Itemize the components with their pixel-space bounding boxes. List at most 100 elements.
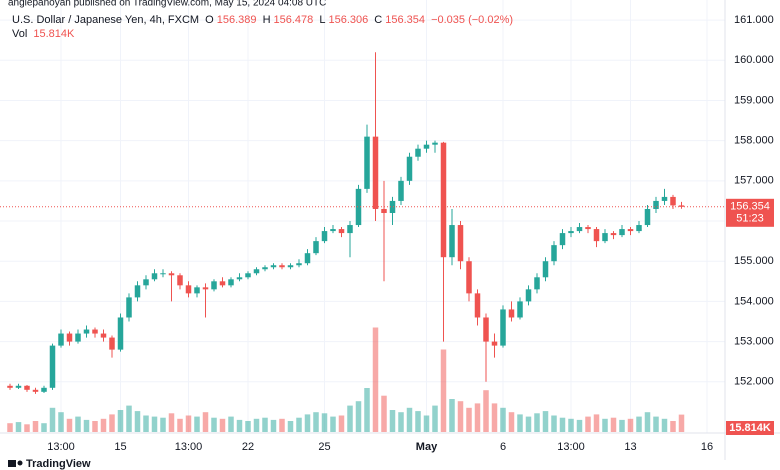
volume-bar — [117, 410, 124, 432]
volume-bar — [636, 416, 642, 432]
volume-bar — [236, 419, 243, 432]
candle-body — [211, 281, 217, 290]
symbol-title: U.S. Dollar / Japanese Yen, 4h, FXCM — [12, 14, 200, 26]
candle-body — [32, 389, 39, 392]
candle-body — [372, 136, 379, 209]
candle-body — [126, 297, 132, 318]
volume-bar — [32, 421, 39, 432]
candle-body — [551, 245, 557, 262]
candle-body — [270, 265, 277, 268]
volume-bar — [58, 412, 64, 432]
volume-bar — [66, 418, 73, 432]
ohlc-value: 156.354 — [385, 14, 426, 26]
candle-body — [423, 144, 430, 149]
candle-body — [338, 229, 345, 234]
volume-bar — [279, 418, 285, 432]
candle-body — [661, 196, 668, 201]
volume-bar — [372, 327, 379, 432]
volume-bar — [670, 421, 676, 432]
volume-name: Vol — [12, 28, 28, 40]
ohlc-letter: L — [319, 14, 326, 26]
candle-body — [219, 281, 226, 286]
brand-logo — [17, 460, 23, 466]
volume-bar — [160, 417, 166, 432]
volume-bar — [245, 421, 251, 432]
candle-body — [474, 293, 481, 318]
volume-bar — [109, 414, 115, 432]
candle-body — [177, 275, 183, 286]
candle-body — [236, 277, 243, 280]
candle-body — [109, 337, 115, 350]
candle-body — [449, 225, 455, 258]
candle-body — [466, 261, 472, 294]
volume-bar — [321, 413, 328, 432]
volume-bar — [15, 422, 22, 432]
volume-bar — [423, 415, 430, 432]
candle-body — [49, 345, 56, 388]
volume-bar — [627, 418, 634, 432]
volume-legend: Vol 15.814K — [12, 28, 77, 40]
candles — [7, 52, 685, 394]
candle-body — [100, 333, 107, 338]
candle-body — [347, 225, 353, 234]
price-badge-countdown: 51:23 — [736, 213, 764, 225]
candle-body — [41, 387, 47, 392]
y-tick-label: 157.000 — [734, 175, 774, 187]
volume-bar — [151, 416, 158, 432]
candle-body — [66, 333, 73, 342]
candle-body — [160, 273, 166, 275]
volume-bar — [338, 415, 345, 432]
candle-body — [143, 279, 149, 286]
volume-bar — [134, 411, 141, 432]
candle-body — [313, 241, 319, 254]
volume-bar — [389, 410, 396, 432]
candle-body — [7, 385, 13, 388]
y-tick-label: 152.000 — [734, 376, 774, 388]
candle-body — [576, 227, 583, 232]
candle-body — [287, 265, 294, 268]
volume-pane — [7, 327, 685, 432]
candle-body — [75, 333, 81, 342]
volume-bar — [610, 417, 617, 432]
candle-body — [500, 309, 506, 346]
candle-body — [440, 142, 447, 258]
volume-bar — [287, 421, 294, 432]
volume-bar — [330, 416, 336, 432]
candle-body — [644, 208, 651, 226]
x-tick-label: 13 — [624, 441, 636, 453]
candle-body — [58, 333, 64, 346]
candle-body — [619, 229, 625, 236]
candle-body — [151, 273, 158, 280]
candle-body — [653, 200, 659, 209]
candle-body — [296, 263, 302, 266]
volume-bar — [75, 416, 81, 432]
volume-bar — [440, 349, 447, 432]
volume-bar — [304, 414, 311, 432]
ohlc-value: 156.389 — [216, 14, 257, 26]
candle-body — [168, 273, 175, 276]
brand-logo — [8, 460, 16, 467]
volume-bar — [143, 415, 149, 432]
candle-body — [194, 287, 200, 294]
volume-bar — [398, 412, 404, 432]
volume-bar — [619, 419, 625, 432]
candle-body — [406, 156, 413, 181]
candle-body — [321, 231, 328, 242]
grid — [0, 0, 725, 433]
candle-body — [245, 273, 251, 278]
volume-bar — [602, 418, 608, 432]
candle-body — [381, 208, 387, 213]
candle-body — [415, 148, 421, 157]
candle-body — [585, 227, 591, 230]
candle-body — [262, 267, 268, 270]
x-tick-label: 6 — [500, 441, 506, 453]
published-note: anglepanoyan published on TradingView.co… — [8, 0, 326, 9]
candle-body — [610, 233, 617, 236]
candle-body — [636, 225, 642, 232]
y-tick-label: 159.000 — [734, 94, 774, 106]
volume-bar — [253, 418, 260, 432]
volume-bar — [432, 405, 438, 432]
volume-value: 15.814K — [33, 28, 75, 40]
volume-bar — [483, 390, 489, 432]
